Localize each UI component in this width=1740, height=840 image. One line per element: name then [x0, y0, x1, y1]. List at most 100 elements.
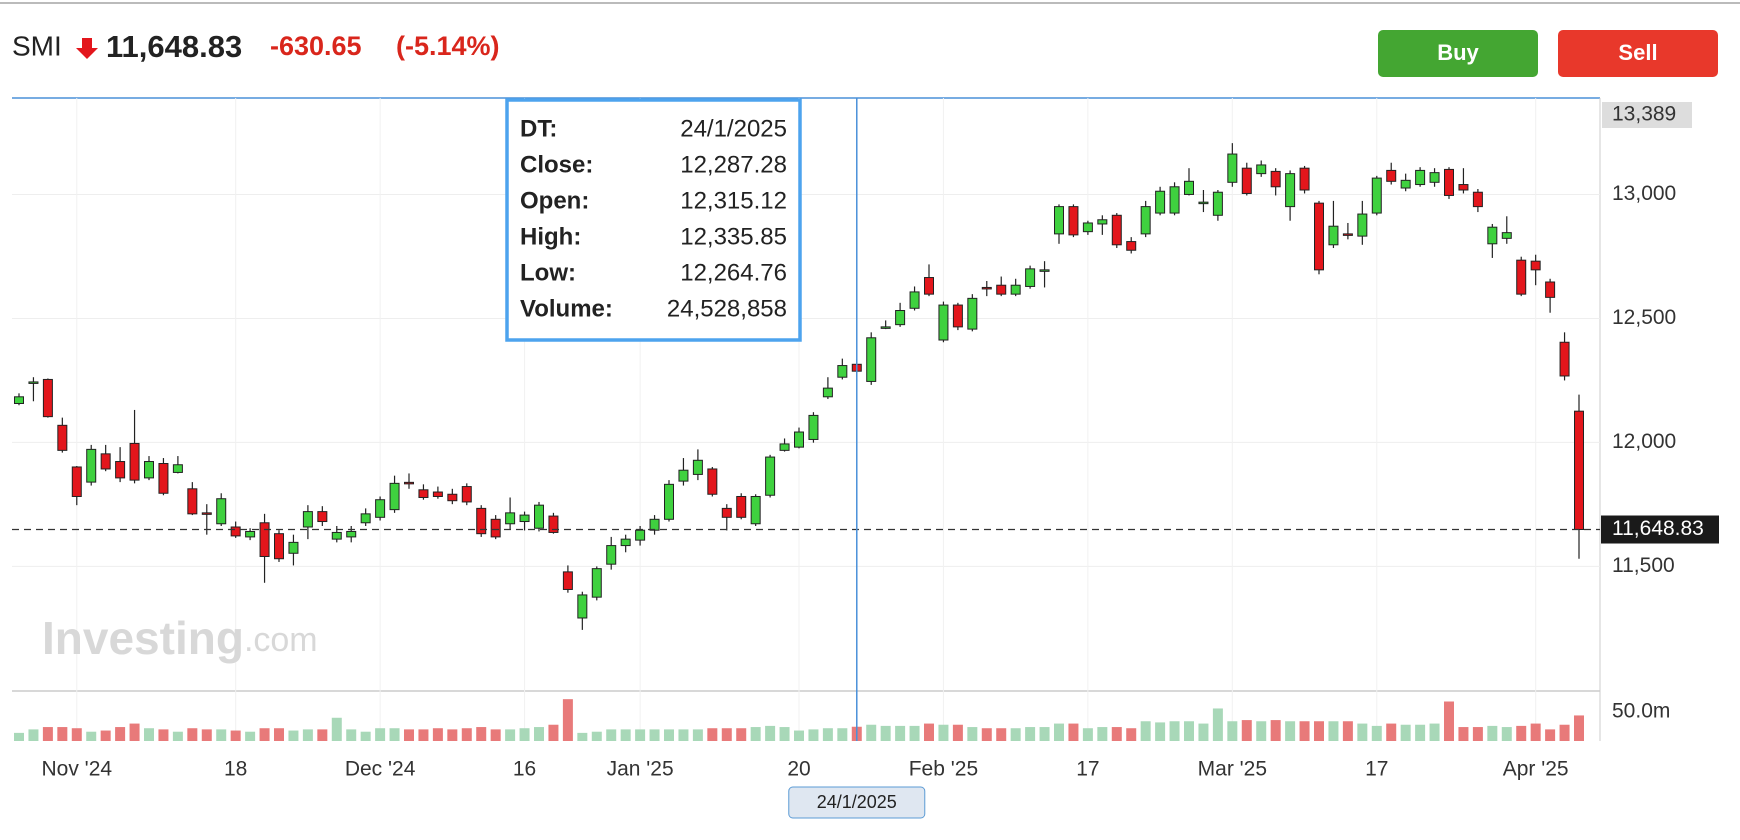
candle-body	[707, 468, 718, 495]
volume-bar	[1198, 723, 1209, 741]
volume-bar	[1516, 725, 1527, 741]
volume-bar	[476, 727, 487, 741]
volume-bar	[664, 729, 674, 741]
candle-body	[317, 511, 328, 523]
x-tick-label: Nov '24	[42, 758, 113, 781]
volume-bar	[606, 729, 617, 741]
candle-body	[432, 491, 443, 497]
candle-body	[1501, 232, 1512, 239]
volume-bar	[158, 729, 169, 741]
candle-body	[924, 277, 934, 295]
volume-bar	[1025, 727, 1036, 741]
candle-body	[346, 530, 357, 538]
tooltip-label: High:	[520, 223, 581, 250]
volume-bar	[259, 728, 270, 741]
volume-bar	[115, 727, 126, 741]
tooltip-box	[505, 98, 802, 342]
candle-body	[1371, 177, 1382, 214]
volume-bar	[346, 729, 357, 741]
volume-bar	[721, 728, 732, 741]
watermark-suffix: .com	[244, 621, 318, 659]
volume-bar	[505, 729, 516, 741]
volume-bar	[967, 727, 978, 741]
candle-body	[1270, 170, 1281, 188]
candle-body	[1140, 206, 1151, 235]
y-tick-label: 11,500	[1612, 554, 1675, 577]
candle-body	[245, 530, 256, 538]
candle-body	[895, 310, 906, 326]
candle-body	[375, 499, 386, 518]
candle-body	[721, 507, 732, 518]
volume-bar	[1270, 720, 1281, 741]
volume-bar	[750, 727, 761, 741]
volume-bar	[534, 727, 544, 741]
buy-button[interactable]	[1378, 30, 1538, 77]
candle-body	[1328, 225, 1339, 246]
candle-body	[1458, 184, 1469, 191]
candle-body	[1285, 173, 1296, 208]
candle-body	[288, 541, 299, 554]
volume-bar	[404, 729, 414, 741]
candle-body	[447, 493, 458, 502]
x-tick-label: 20	[787, 758, 810, 781]
volume-tick-label: 50.0m	[1612, 699, 1670, 722]
candle-body	[1342, 233, 1353, 236]
candle-body	[620, 538, 631, 547]
volume-bar	[1501, 727, 1512, 741]
candle-body	[938, 304, 949, 341]
volume-bar	[548, 724, 559, 741]
candle-body	[880, 326, 891, 329]
candle-body	[1111, 214, 1122, 246]
volume-bar	[172, 731, 183, 741]
candle-body	[1082, 222, 1093, 233]
candle-body	[230, 526, 241, 537]
crosshair-date-box	[788, 786, 926, 819]
candle-body	[461, 486, 472, 503]
volume-bar	[42, 727, 53, 741]
volume-bar	[678, 729, 689, 741]
tooltip-value: 12,287.28	[680, 151, 787, 178]
candle-body	[765, 456, 776, 496]
candle-body	[158, 463, 169, 494]
volume-bar	[938, 724, 949, 741]
volume-bar	[562, 699, 573, 741]
tooltip-label: Volume:	[520, 295, 613, 322]
candle-body	[1227, 153, 1238, 183]
candle-body	[71, 466, 82, 497]
tooltip-label: Close:	[520, 151, 593, 178]
volume-bar	[1357, 723, 1368, 741]
candle-body	[779, 443, 790, 451]
sell-button[interactable]	[1558, 30, 1718, 77]
volume-bar	[1184, 721, 1194, 741]
candle-body	[1169, 186, 1180, 214]
candle-body	[201, 512, 212, 515]
volume-bar	[1068, 723, 1079, 741]
candle-body	[216, 498, 227, 525]
volume-bar	[1097, 727, 1108, 741]
volume-bar	[490, 729, 501, 741]
candle-body	[1530, 260, 1541, 271]
volume-bar	[28, 729, 39, 741]
candle-body	[534, 504, 544, 529]
candle-body	[1314, 202, 1324, 271]
volume-bar	[707, 728, 718, 741]
candle-body	[837, 365, 848, 378]
candle-body	[678, 469, 689, 482]
change-pct: (-5.14%)	[396, 31, 500, 61]
candle-body	[519, 514, 530, 523]
sell-label[interactable]: Sell	[1618, 40, 1657, 65]
candle-body	[28, 381, 39, 384]
volume-bar	[461, 728, 472, 741]
volume-bar	[288, 730, 299, 741]
buy-label[interactable]: Buy	[1437, 40, 1479, 65]
down-arrow	[76, 38, 98, 59]
candle-body	[1097, 219, 1108, 225]
volume-bar	[1429, 723, 1440, 741]
candle-body	[1516, 259, 1527, 295]
volume-bar	[187, 728, 198, 741]
x-tick-label: 17	[1365, 758, 1388, 781]
tooltip-value: 24,528,858	[667, 295, 787, 322]
candle-body	[794, 431, 804, 448]
volume-bar	[591, 731, 602, 741]
volume-bar	[1472, 727, 1483, 741]
